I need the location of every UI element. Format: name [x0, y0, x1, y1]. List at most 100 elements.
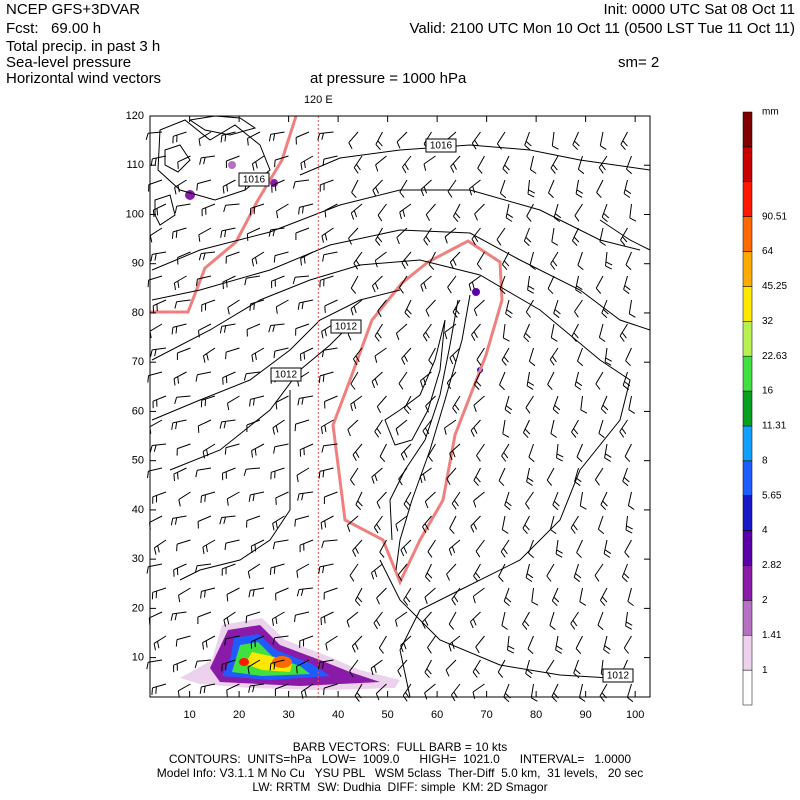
wind-barb — [349, 659, 359, 678]
wind-barb — [198, 323, 212, 338]
wind-barb — [298, 203, 314, 215]
wind-barb — [148, 179, 163, 192]
wind-barb — [296, 563, 310, 578]
wind-barb — [550, 419, 557, 438]
wind-barb — [274, 683, 289, 696]
wind-barb — [268, 323, 285, 333]
wind-barb — [371, 371, 383, 389]
wind-barb — [299, 539, 314, 553]
wind-barb — [322, 155, 338, 167]
wind-barb — [501, 347, 510, 366]
wind-barb — [468, 275, 481, 292]
wind-barb — [224, 635, 240, 646]
wind-barb — [200, 491, 216, 503]
wind-barb — [528, 347, 536, 367]
wind-barb — [576, 539, 583, 559]
wind-barb — [223, 611, 236, 627]
wind-barb — [452, 299, 461, 318]
wind-barb — [474, 203, 485, 221]
wind-barb — [553, 299, 561, 319]
wind-barb — [500, 539, 510, 558]
wind-barb — [473, 563, 481, 582]
wind-barb — [219, 323, 236, 334]
wind-barb — [178, 587, 191, 603]
wind-barb — [475, 635, 485, 654]
wind-barb — [471, 131, 481, 150]
wind-barb — [221, 563, 236, 576]
wind-barb — [601, 299, 609, 319]
wind-barb — [173, 659, 187, 673]
wind-barb — [599, 683, 608, 702]
contour — [379, 559, 611, 679]
wind-barb — [577, 347, 584, 367]
wind-barb — [271, 179, 285, 193]
wind-barb — [574, 203, 583, 222]
wind-barb — [352, 347, 363, 366]
wind-barb — [595, 275, 604, 294]
wind-barb — [202, 539, 216, 554]
wind-barb — [376, 395, 387, 414]
colorbar-swatch — [742, 355, 753, 392]
wind-barb — [525, 491, 534, 510]
wind-barb — [173, 563, 187, 577]
colorbar-label: 32 — [762, 316, 774, 327]
wind-barb — [374, 251, 387, 268]
wind-barb — [348, 227, 359, 245]
smoothing: sm= 2 — [618, 54, 659, 71]
x-tick-label: 100 — [626, 709, 644, 721]
wind-barb — [320, 515, 334, 530]
wind-barb — [400, 443, 412, 461]
wind-barb — [246, 323, 261, 337]
wind-barb — [579, 587, 587, 606]
wind-barb — [147, 371, 163, 383]
plot-frame — [149, 115, 651, 698]
wind-barb — [244, 275, 261, 286]
wind-barb — [251, 155, 265, 171]
wind-barb — [574, 467, 582, 487]
wind-barb — [598, 323, 606, 343]
wind-barb — [522, 419, 531, 439]
wind-barb — [351, 635, 363, 653]
wind-barb — [600, 491, 608, 511]
label-box — [238, 172, 270, 187]
wind-barb — [420, 275, 432, 292]
wind-barb — [146, 659, 163, 670]
colorbar-swatch — [742, 146, 753, 183]
wind-barb — [524, 131, 532, 151]
wind-barb — [503, 587, 512, 607]
wind-barb — [604, 347, 612, 366]
wind-barb — [451, 587, 461, 606]
wind-barb — [299, 443, 314, 457]
wind-barb — [470, 419, 481, 437]
wind-barb — [225, 251, 240, 264]
wind-barb — [526, 371, 535, 390]
colorbar-label: 8 — [762, 455, 768, 466]
x-tick-label: 60 — [431, 709, 443, 721]
precip-area — [270, 179, 278, 187]
wind-barb — [379, 443, 387, 463]
colorbar-swatch — [742, 321, 753, 357]
wind-barb — [297, 395, 314, 406]
wind-barb — [449, 347, 461, 365]
wind-barb — [502, 419, 510, 438]
wind-barb — [174, 203, 191, 214]
wind-barb — [527, 275, 535, 294]
wind-barb — [171, 227, 187, 239]
wind-barb — [501, 443, 510, 462]
wind-barb — [469, 611, 481, 629]
wind-barb — [629, 203, 637, 222]
wind-barb — [226, 587, 240, 602]
wind-barb — [579, 491, 587, 510]
wind-barb — [251, 251, 265, 267]
wind-barb — [246, 227, 261, 241]
plot-area: 1016 1016 1012 1012 1012 — [145, 115, 651, 703]
wind-barb — [523, 323, 531, 343]
wind-barb — [396, 227, 408, 245]
y-tick-label: 90 — [132, 258, 144, 270]
wind-barb — [272, 419, 285, 435]
wind-barb — [505, 299, 513, 319]
contour — [384, 319, 446, 446]
wind-barb — [297, 491, 314, 501]
contour-label: 1012 — [275, 370, 298, 381]
wind-barb — [621, 563, 630, 583]
